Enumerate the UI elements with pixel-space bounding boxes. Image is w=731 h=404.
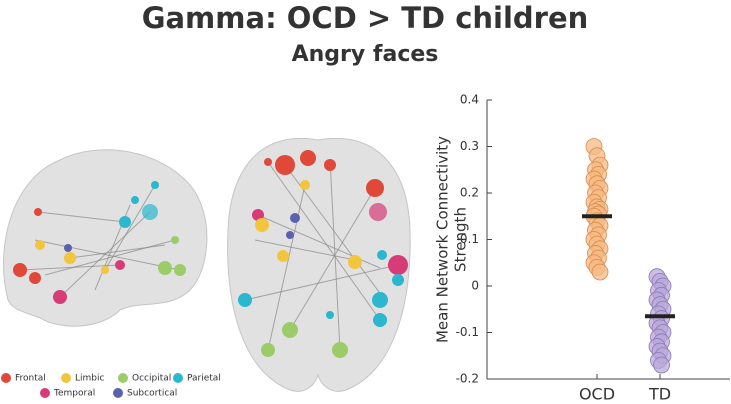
y-tick-label: 0: [471, 279, 479, 293]
brain-node: [332, 342, 348, 358]
y-tick-label: 0.1: [460, 232, 479, 246]
brain-node: [261, 343, 275, 357]
legend-swatch: [173, 373, 183, 383]
legend-label: Subcortical: [127, 389, 177, 399]
brain-node: [158, 261, 172, 275]
legend-swatch: [40, 388, 50, 398]
brain-node: [366, 179, 384, 197]
data-point: [653, 356, 670, 374]
brain-node: [53, 290, 67, 304]
subtitle: Angry faces: [292, 42, 439, 67]
brain-node: [373, 313, 387, 327]
brain-node: [64, 252, 76, 264]
x-tick-label: OCD: [579, 385, 615, 404]
brain-node: [13, 263, 27, 277]
y-axis-label: Mean Network Connectivity Strength: [434, 136, 470, 343]
brain-node: [275, 155, 295, 175]
brain-node: [392, 274, 404, 286]
brain-node: [238, 293, 252, 307]
legend-swatch: [113, 388, 123, 398]
brain-node: [277, 250, 289, 262]
legend-label: Frontal: [15, 374, 46, 384]
brain-node: [377, 250, 387, 260]
brain-node: [324, 159, 336, 171]
title: Gamma: OCD > TD children: [142, 1, 589, 35]
brain-node: [101, 266, 109, 274]
axial-brain: [227, 138, 411, 392]
brain-node: [286, 231, 294, 239]
brain-node: [29, 272, 41, 284]
y-tick-label: 0.4: [460, 93, 479, 107]
legend-label: Occipital: [132, 374, 171, 384]
legend-swatch: [1, 373, 11, 383]
y-axis-label-line: Strength: [452, 207, 470, 272]
brain-node: [348, 255, 362, 269]
brain-node: [369, 203, 387, 221]
brain-node: [326, 311, 334, 319]
brain-node: [115, 260, 125, 270]
x-tick-label: TD: [648, 385, 671, 404]
y-tick-label: -0.2: [456, 372, 479, 386]
lateral-brain: [3, 149, 208, 327]
legend-swatch: [61, 373, 71, 383]
brain-outline: [227, 138, 411, 392]
legend-swatch: [118, 373, 128, 383]
brain-node: [290, 213, 300, 223]
legend-label: Parietal: [187, 374, 221, 384]
brain-node: [372, 292, 388, 308]
brain-node: [64, 244, 72, 252]
data-point: [591, 263, 609, 281]
brain-node: [264, 158, 272, 166]
brain-node: [300, 150, 316, 166]
brain-node: [35, 240, 45, 250]
brain-node: [131, 196, 139, 204]
brain-node: [300, 180, 310, 190]
brain-node: [171, 236, 179, 244]
node-legend: Frontal Limbic Occipital Parietal Temporal Su…: [1, 373, 221, 399]
brain-node: [142, 204, 158, 220]
legend-label: Limbic: [75, 374, 104, 384]
y-tick-label: 0.3: [460, 139, 479, 153]
brain-node: [255, 218, 269, 232]
brain-node: [388, 255, 408, 275]
strip-plot: -0.2 -0.1 0 0.1 0.2 0.3 0.4 Mean Network Connec…: [434, 93, 730, 404]
y-tick-label: -0.1: [456, 325, 479, 339]
brain-node: [151, 181, 159, 189]
y-tick-label: 0.2: [460, 186, 479, 200]
y-axis-label-line: Mean Network Connectivity: [434, 136, 452, 343]
brain-node: [282, 322, 298, 338]
brain-node: [174, 264, 186, 276]
legend-label: Temporal: [53, 389, 95, 399]
brain-outline: [3, 149, 208, 327]
brain-node: [119, 216, 131, 228]
brain-node: [252, 209, 264, 221]
brain-node: [34, 208, 42, 216]
